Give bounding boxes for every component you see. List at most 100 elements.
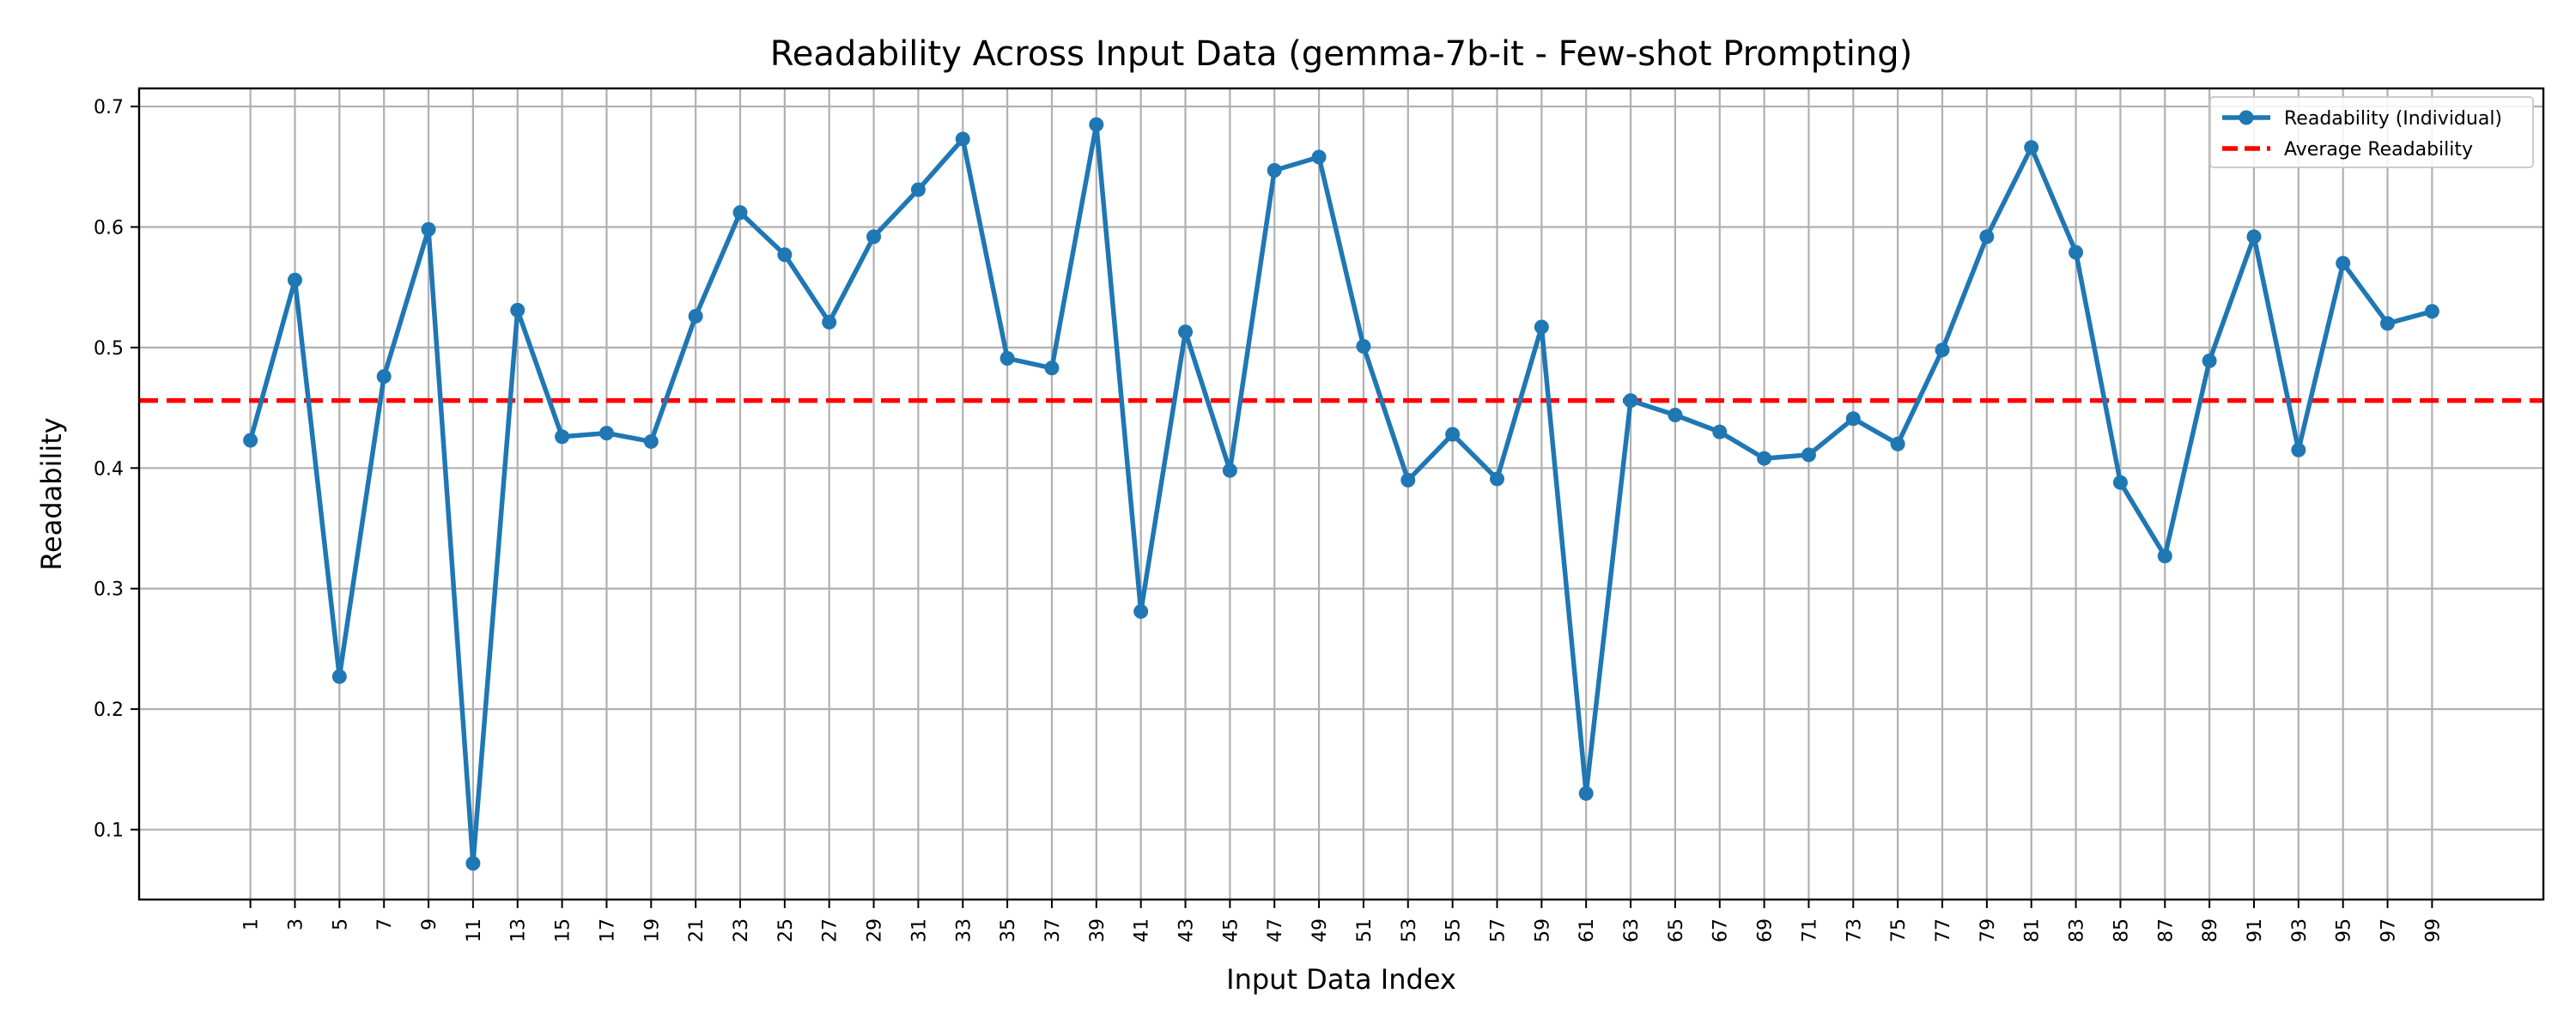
- data-point: [2336, 256, 2351, 271]
- data-point: [1222, 463, 1237, 478]
- data-point: [555, 429, 570, 445]
- data-point: [999, 351, 1015, 367]
- data-point: [1578, 785, 1594, 801]
- x-tick-label: 51: [1354, 918, 1376, 942]
- x-tick-label: 85: [2111, 918, 2132, 942]
- x-tick-label: 3: [285, 918, 307, 930]
- x-tick-label: 75: [1888, 918, 1910, 942]
- data-point: [1178, 324, 1194, 340]
- data-point: [510, 302, 526, 318]
- data-point: [1489, 471, 1504, 487]
- data-point: [1890, 436, 1905, 451]
- data-point: [732, 205, 748, 221]
- data-point: [1534, 319, 1549, 335]
- legend-label-average: Average Readability: [2284, 139, 2473, 161]
- x-tick-label: 47: [1265, 918, 1286, 942]
- x-tick-label: 79: [1978, 918, 1999, 942]
- data-point: [1979, 229, 1995, 245]
- x-tick-label: 59: [1532, 918, 1553, 942]
- data-point: [2380, 316, 2396, 331]
- data-point: [1089, 117, 1104, 132]
- x-tick-label: 41: [1132, 918, 1153, 942]
- data-point: [2112, 475, 2128, 490]
- x-axis-label: Input Data Index: [1226, 963, 1456, 996]
- x-tick-label: 83: [2067, 918, 2088, 942]
- x-tick-label: 91: [2245, 918, 2266, 942]
- x-axis-ticks: 1 3 5 7 9 11 13 15 17 19 21 23 25 27 29 31 33 35 37 39 41 43 4…: [241, 900, 2444, 942]
- x-tick-label: 1: [241, 918, 263, 930]
- data-point: [598, 426, 614, 441]
- data-point: [1267, 162, 1282, 178]
- data-point: [866, 229, 882, 245]
- y-tick-label: 0.4: [94, 458, 124, 480]
- x-tick-label: 57: [1487, 918, 1509, 942]
- x-tick-label: 15: [553, 918, 574, 942]
- x-tick-label: 27: [820, 918, 841, 942]
- x-tick-label: 65: [1666, 918, 1687, 942]
- data-point: [287, 272, 302, 288]
- x-tick-label: 55: [1443, 918, 1465, 942]
- data-point: [1935, 342, 1950, 358]
- grid: [139, 88, 2543, 900]
- y-axis-label: Readability: [35, 417, 68, 570]
- x-tick-label: 33: [953, 918, 975, 942]
- y-tick-label: 0.2: [94, 700, 124, 721]
- data-point: [2157, 548, 2172, 564]
- x-tick-label: 53: [1399, 918, 1420, 942]
- x-tick-label: 31: [908, 918, 930, 942]
- data-point: [777, 247, 793, 263]
- legend-box: [2209, 96, 2534, 168]
- x-tick-label: 49: [1309, 918, 1331, 942]
- data-point: [421, 221, 436, 237]
- x-tick-label: 45: [1220, 918, 1242, 942]
- x-tick-label: 93: [2289, 918, 2311, 942]
- x-tick-label: 71: [1799, 918, 1820, 942]
- y-tick-label: 0.7: [94, 97, 124, 118]
- data-point: [1801, 447, 1816, 463]
- x-tick-label: 89: [2200, 918, 2221, 942]
- x-tick-label: 7: [374, 918, 396, 930]
- y-tick-label: 0.6: [94, 217, 124, 239]
- legend-marker-individual: [2239, 110, 2254, 125]
- x-tick-label: 73: [1844, 918, 1865, 942]
- data-point: [1757, 451, 1772, 466]
- plot-frame: [137, 87, 2545, 901]
- x-tick-label: 43: [1176, 918, 1198, 942]
- data-point: [465, 856, 481, 871]
- data-point: [822, 314, 837, 330]
- series-line-individual: [247, 122, 2433, 866]
- y-tick-label: 0.5: [94, 338, 124, 360]
- data-point: [1400, 472, 1416, 488]
- data-point: [2291, 442, 2306, 457]
- y-tick-label: 0.3: [94, 579, 124, 601]
- x-tick-label: 5: [330, 918, 351, 930]
- x-tick-label: 23: [731, 918, 752, 942]
- data-point: [376, 369, 392, 385]
- legend: Readability (Individual) Average Readabi…: [2209, 96, 2534, 168]
- y-tick-label: 0.1: [94, 821, 124, 842]
- data-point: [2202, 353, 2217, 368]
- x-tick-label: 77: [1933, 918, 1954, 942]
- data-point: [910, 182, 926, 197]
- data-point: [688, 308, 703, 324]
- series-layer: [139, 117, 2543, 871]
- data-point: [2424, 304, 2439, 319]
- data-point: [331, 669, 347, 684]
- x-tick-label: 9: [419, 918, 440, 930]
- x-tick-label: 21: [686, 918, 708, 942]
- x-tick-label: 17: [597, 918, 618, 942]
- data-point: [243, 433, 258, 448]
- data-point: [1311, 149, 1327, 165]
- data-point: [1623, 393, 1638, 409]
- x-tick-label: 35: [998, 918, 1019, 942]
- data-point: [2069, 245, 2084, 260]
- data-point: [1044, 360, 1060, 376]
- x-tick-label: 87: [2155, 918, 2177, 942]
- x-tick-label: 39: [1087, 918, 1109, 942]
- data-point: [1445, 427, 1461, 442]
- chart-title: Readability Across Input Data (gemma-7b-…: [770, 34, 1912, 74]
- data-point: [2024, 140, 2039, 155]
- y-axis-ticks: 0.1 0.2 0.3 0.4 0.5 0.6 0.7: [94, 97, 139, 842]
